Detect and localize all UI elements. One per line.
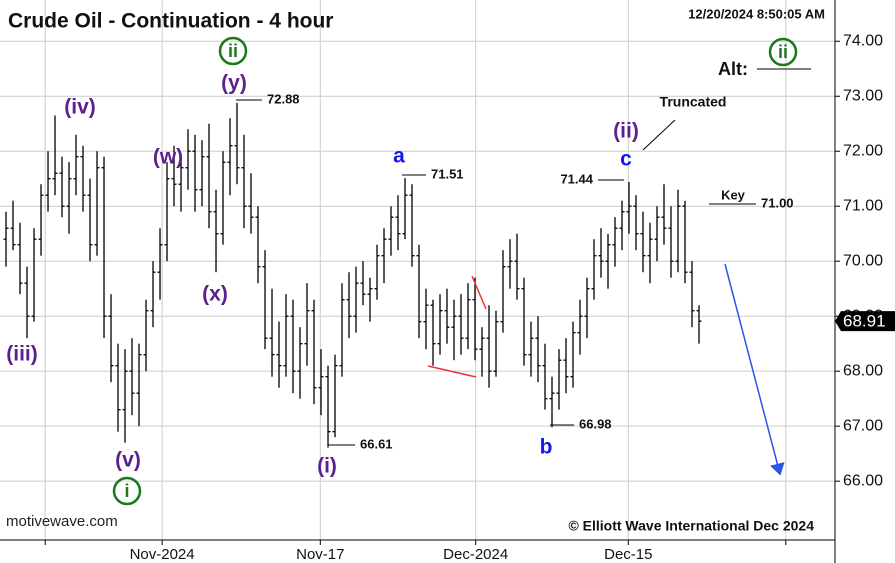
ticks: 74.0073.0072.0071.0070.0069.0068.0067.00… bbox=[44, 32, 883, 563]
timestamp: 12/20/2024 8:50:05 AM bbox=[688, 6, 825, 21]
y-tick-label: 66.00 bbox=[843, 472, 883, 489]
price-label: 71.51 bbox=[431, 166, 464, 181]
wave-label: ii bbox=[228, 41, 238, 61]
trend-line bbox=[471, 275, 487, 310]
leader-line bbox=[642, 119, 676, 151]
wave-label: (w) bbox=[153, 146, 183, 169]
wave-label: (y) bbox=[221, 72, 247, 95]
watermark: motivewave.com bbox=[6, 513, 118, 530]
wave-label: ii bbox=[778, 42, 788, 62]
price-label: 71.44 bbox=[560, 171, 593, 186]
copyright: © Elliott Wave International Dec 2024 bbox=[568, 518, 814, 534]
wave-label: a bbox=[393, 145, 405, 168]
y-tick-label: 72.00 bbox=[843, 142, 883, 159]
wave-label: c bbox=[620, 148, 632, 171]
wave-label: (x) bbox=[202, 283, 228, 306]
price-label: 72.88 bbox=[267, 91, 300, 106]
bars bbox=[3, 102, 702, 448]
price-marker bbox=[835, 311, 895, 332]
annotation: Alt: bbox=[718, 59, 748, 79]
price-marker-label: 68.91 bbox=[843, 312, 886, 331]
grid bbox=[0, 0, 835, 540]
x-tick-label: Dec-2024 bbox=[443, 546, 508, 563]
price-label: 71.00 bbox=[761, 195, 794, 210]
price-label: 66.98 bbox=[579, 416, 612, 431]
wave-label: i bbox=[124, 481, 129, 501]
wave-circle bbox=[768, 37, 798, 67]
wave-circle bbox=[218, 36, 248, 66]
price-label: 66.61 bbox=[360, 436, 393, 451]
price-box: 68.91 bbox=[835, 311, 895, 332]
y-tick-label: 70.00 bbox=[843, 252, 883, 269]
chart-title: Crude Oil - Continuation - 4 hour bbox=[8, 10, 333, 33]
x-tick-label: Nov-2024 bbox=[130, 546, 195, 563]
wave-label: b bbox=[540, 436, 553, 459]
annotation: Key bbox=[721, 187, 746, 202]
x-tick-label: Dec-15 bbox=[604, 546, 652, 563]
wave-label: (iv) bbox=[64, 96, 96, 119]
projection-arrow bbox=[724, 263, 785, 476]
wave-label: (iii) bbox=[6, 343, 38, 366]
annotation: Truncated bbox=[660, 94, 727, 110]
y-tick-label: 68.00 bbox=[843, 362, 883, 379]
y-tick-label: 74.00 bbox=[843, 32, 883, 49]
wave-label: (v) bbox=[115, 449, 141, 472]
y-tick-label: 73.00 bbox=[843, 87, 883, 104]
trend-line bbox=[427, 365, 477, 378]
y-tick-label: 71.00 bbox=[843, 197, 883, 214]
wave-circle bbox=[112, 476, 142, 506]
wave-label: (ii) bbox=[613, 120, 639, 143]
y-tick-label: 67.00 bbox=[843, 417, 883, 434]
wave-label: (i) bbox=[317, 455, 337, 478]
x-tick-label: Nov-17 bbox=[296, 546, 344, 563]
